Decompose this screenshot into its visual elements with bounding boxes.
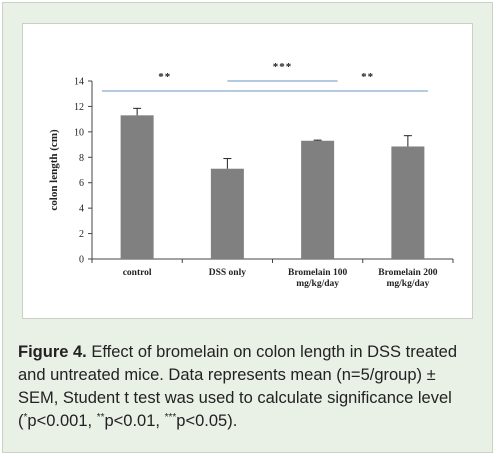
significance-label: ** xyxy=(361,71,374,83)
y-tick-label: 8 xyxy=(79,153,84,164)
bar xyxy=(120,115,154,259)
caption-sup-1: * xyxy=(23,412,28,423)
bar xyxy=(210,168,244,259)
caption-part-2: p<0.01, xyxy=(104,412,165,430)
y-tick-label: 2 xyxy=(79,229,84,240)
caption-line-3: SEM, Student t test was used to calculat… xyxy=(18,389,452,407)
category-label: mg/kg/day xyxy=(386,279,429,289)
figure-caption: Figure 4. Effect of bromelain on colon l… xyxy=(18,341,486,433)
chart-panel: 0 2 4 6 8 10 12 14 colon length (cm) control DSS o… xyxy=(22,23,473,319)
caption-sup-2: ** xyxy=(96,412,105,423)
category-label: Bromelain 200 xyxy=(378,268,437,278)
significance-label: ** xyxy=(158,71,171,83)
bar xyxy=(391,146,425,259)
y-tick-label: 12 xyxy=(74,102,84,113)
category-label: DSS only xyxy=(209,268,246,278)
caption-sup-3: *** xyxy=(164,412,177,423)
caption-line-1: Effect of bromelain on colon length in D… xyxy=(86,343,458,361)
category-label: mg/kg/day xyxy=(296,279,339,289)
caption-label: Figure 4. xyxy=(18,343,87,361)
category-label: control xyxy=(123,268,152,278)
significance-label: *** xyxy=(273,61,293,73)
y-tick-label: 10 xyxy=(74,127,84,138)
bar-chart: 0 2 4 6 8 10 12 14 colon length (cm) control DSS o… xyxy=(48,61,454,289)
caption-part-3: p<0.05). xyxy=(176,412,238,430)
y-tick-label: 4 xyxy=(79,204,84,215)
y-tick-label: 0 xyxy=(79,255,84,266)
caption-part-1: p<0.001, xyxy=(27,412,97,430)
caption-line-2: and untreated mice. Data represents mean… xyxy=(18,366,436,384)
category-label: Bromelain 100 xyxy=(288,268,347,278)
bar xyxy=(301,140,335,259)
caption-paren-open: ( xyxy=(18,412,24,430)
figure-card: 0 2 4 6 8 10 12 14 colon length (cm) control DSS o… xyxy=(2,2,493,453)
y-axis-label: colon length (cm) xyxy=(48,129,60,211)
y-tick-label: 14 xyxy=(74,77,84,88)
y-tick-label: 6 xyxy=(79,178,84,189)
